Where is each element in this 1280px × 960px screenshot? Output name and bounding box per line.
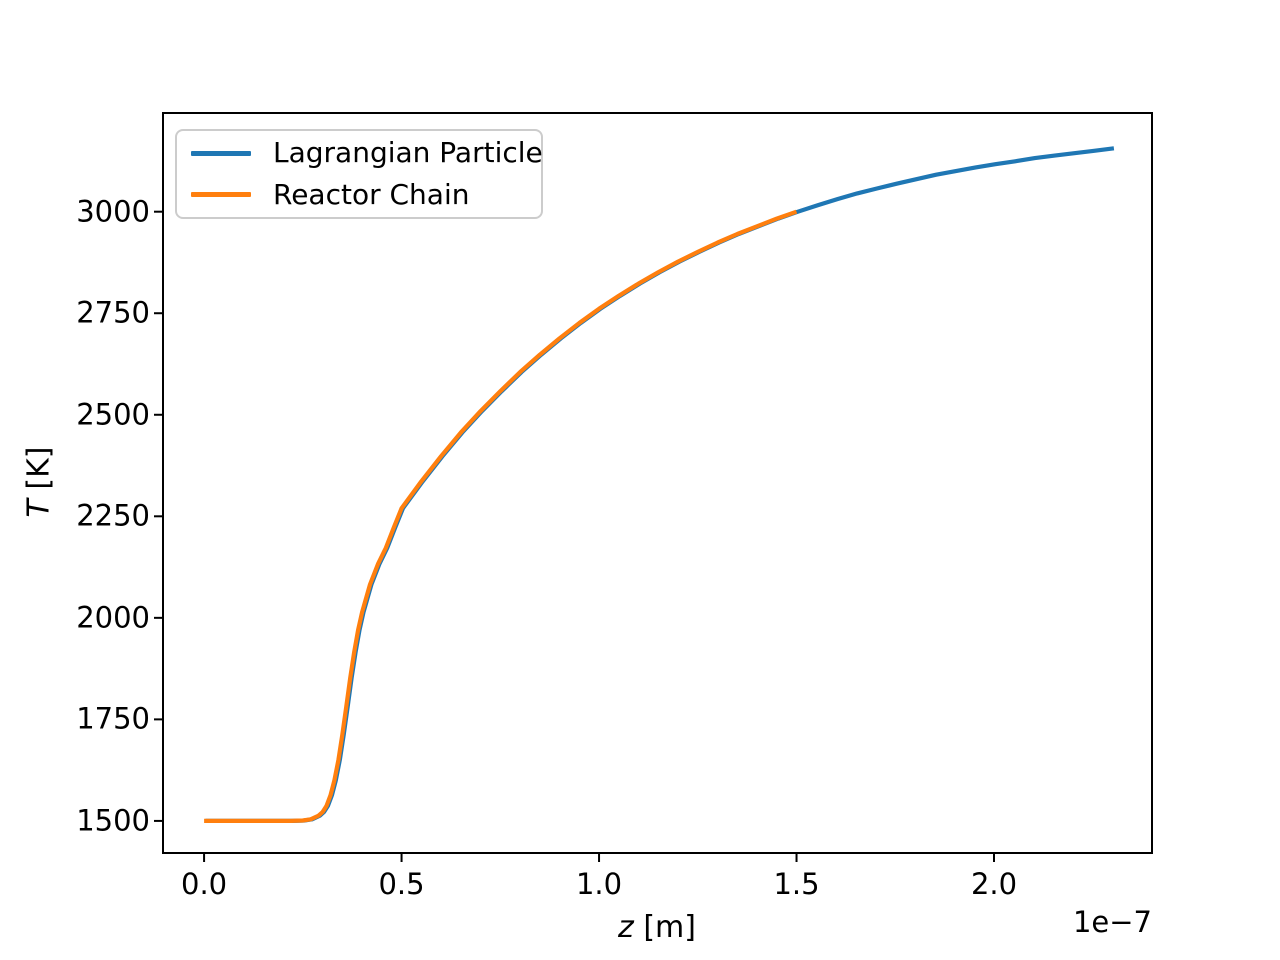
y-tick-label: 2500 (76, 397, 150, 432)
curves (204, 146, 1115, 824)
y-tick-label: 1500 (76, 803, 150, 838)
x-axis-variable: z (618, 910, 634, 945)
y-axis-variable: T (21, 499, 57, 518)
x-tick-label: 0.5 (378, 867, 425, 901)
legend-line-sample-blue (191, 150, 251, 156)
legend-label: Lagrangian Particle (273, 136, 543, 170)
legend-item-lagrangian-particle: Lagrangian Particle (191, 137, 543, 169)
axis-ticks (154, 210, 996, 862)
legend: Lagrangian Particle Reactor Chain (175, 129, 543, 219)
legend-item-reactor-chain: Reactor Chain (191, 177, 529, 211)
y-tick-label: 2000 (76, 600, 150, 635)
y-tick-label: 3000 (76, 194, 150, 229)
series-line-lagrangian-particle (205, 146, 1115, 824)
x-axis-label: z [m] (618, 910, 696, 945)
x-tick-label: 0.0 (181, 867, 228, 901)
y-tick-label: 1750 (76, 701, 150, 736)
legend-label: Reactor Chain (273, 177, 470, 211)
x-tick-label: 1.0 (575, 867, 623, 901)
legend-line-sample-orange (191, 192, 251, 198)
y-tick-label: 2250 (76, 498, 150, 533)
y-axis-unit: [K] (21, 446, 57, 500)
x-axis-offset-text: 1e−7 (1072, 905, 1152, 939)
x-tick-label: 2.0 (970, 867, 1018, 901)
axes-spines (162, 112, 1153, 854)
x-axis-unit: [m] (633, 910, 696, 945)
y-axis-label: T [K] (22, 447, 57, 518)
series-line-reactor-chain (204, 209, 798, 824)
x-tick-label: 1.5 (773, 867, 820, 901)
y-tick-label: 2750 (76, 295, 150, 330)
